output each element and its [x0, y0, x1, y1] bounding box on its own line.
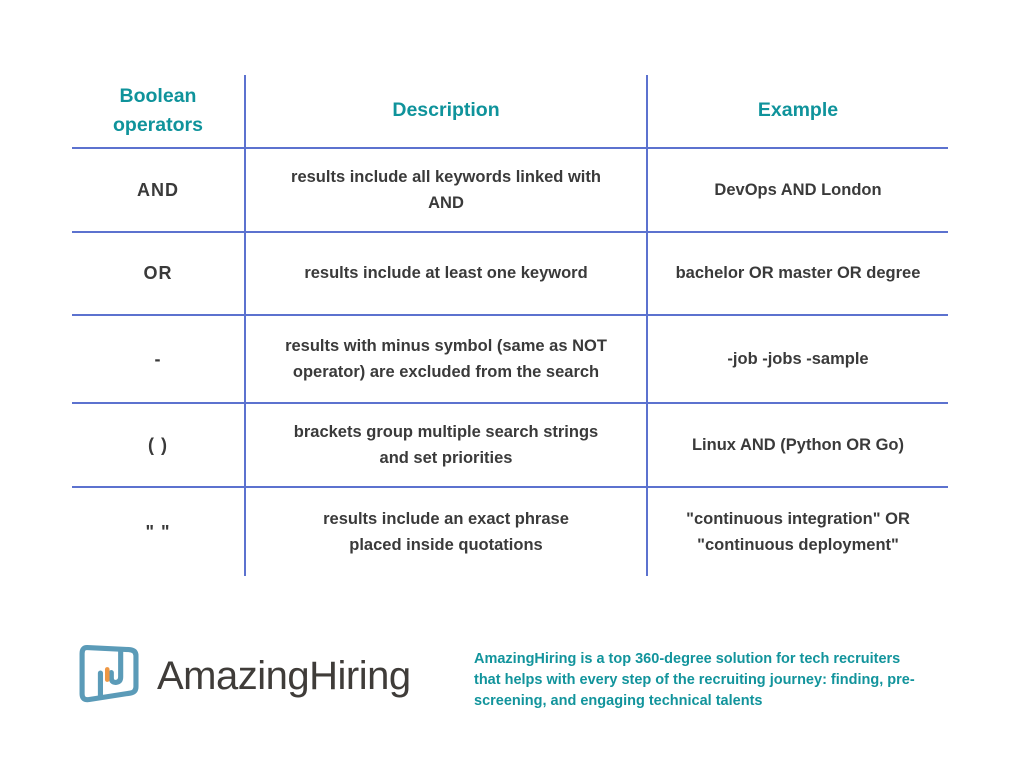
amazinghiring-wordmark: AmazingHiring [157, 653, 411, 698]
header-boolean-operators: Boolean operators [71, 74, 246, 149]
operator-cell: ( ) [71, 402, 246, 488]
operator-cell: AND [71, 147, 246, 233]
header-description: Description [244, 74, 648, 149]
company-tagline: AmazingHiring is a top 360-degree soluti… [474, 651, 915, 710]
description-cell: brackets group multiple search strings a… [244, 402, 648, 488]
operator-cell: OR [71, 231, 246, 316]
table-row-minus: - results with minus symbol (same as NOT… [71, 314, 949, 404]
header-example: Example [646, 74, 949, 149]
description-cell: results include at least one keyword [244, 231, 648, 316]
example-cell: DevOps AND London [646, 147, 949, 233]
operator-cell: - [71, 314, 246, 404]
operator-cell: " " [71, 486, 246, 577]
example-cell: -job -jobs -sample [646, 314, 949, 404]
description-cell: results include an exact phrase placed i… [244, 486, 648, 577]
table-header-row: Boolean operators Description Example [71, 74, 949, 149]
example-cell: bachelor OR master OR degree [646, 231, 949, 316]
example-cell: "continuous integration" OR "continuous … [646, 486, 949, 577]
table-row-or: OR results include at least one keyword … [71, 231, 949, 316]
description-cell: results include all keywords linked with… [244, 147, 648, 233]
table-row-and: AND results include all keywords linked … [71, 147, 949, 233]
amazinghiring-logo-icon [79, 645, 139, 703]
example-cell: Linux AND (Python OR Go) [646, 402, 949, 488]
table-row-brackets: ( ) brackets group multiple search strin… [71, 402, 949, 488]
table-row-quotes: " " results include an exact phrase plac… [71, 486, 949, 577]
boolean-operators-table-container: Boolean operators Description Example AN… [71, 74, 949, 577]
description-cell: results with minus symbol (same as NOT o… [244, 314, 648, 404]
amazinghiring-logo: AmazingHiring [74, 641, 411, 711]
boolean-operators-table: Boolean operators Description Example AN… [71, 74, 949, 577]
